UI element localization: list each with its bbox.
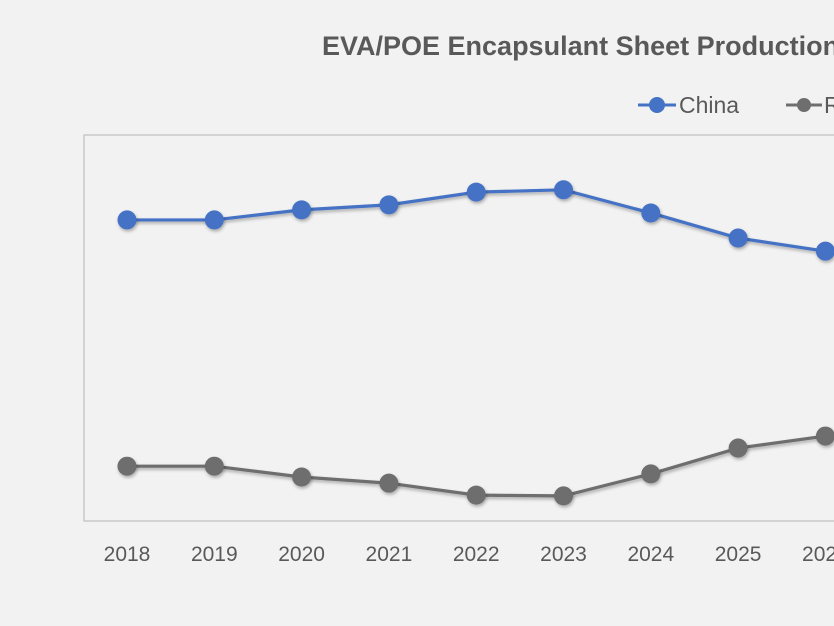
data-point-r-2019[interactable] bbox=[204, 456, 224, 476]
x-tick-label: 2020 bbox=[278, 543, 325, 566]
x-tick-label: 2026 bbox=[802, 543, 834, 566]
data-point-china-2021[interactable] bbox=[379, 195, 399, 215]
data-point-r-2022[interactable] bbox=[466, 485, 486, 505]
data-point-china-2019[interactable] bbox=[204, 210, 224, 230]
data-point-r-2023[interactable] bbox=[554, 486, 573, 506]
legend-marker-china bbox=[649, 97, 665, 113]
plot-area bbox=[83, 134, 834, 522]
x-tick-label: 2021 bbox=[366, 543, 413, 566]
x-tick-label: 2025 bbox=[715, 543, 762, 566]
chart-title: EVA/POE Encapsulant Sheet Production bbox=[322, 31, 834, 61]
data-point-china-2026[interactable] bbox=[815, 241, 834, 261]
x-tick-label: 2019 bbox=[191, 543, 238, 566]
series-china bbox=[117, 180, 834, 261]
data-point-r-2018[interactable] bbox=[117, 456, 137, 476]
legend: China R bbox=[638, 92, 834, 118]
legend-marker-r bbox=[797, 98, 811, 112]
data-point-china-2018[interactable] bbox=[117, 210, 137, 230]
legend-item-china[interactable]: China bbox=[638, 92, 739, 118]
data-point-china-2023[interactable] bbox=[554, 180, 573, 200]
legend-label-china: China bbox=[679, 92, 739, 118]
data-point-r-2025[interactable] bbox=[728, 438, 748, 458]
x-tick-label: 2024 bbox=[627, 543, 674, 566]
x-tick-label: 2018 bbox=[104, 543, 151, 566]
data-point-china-2025[interactable] bbox=[728, 228, 748, 248]
data-point-r-2026[interactable] bbox=[815, 426, 834, 446]
data-point-china-2020[interactable] bbox=[292, 200, 312, 220]
series-r bbox=[117, 426, 834, 506]
legend-label-r: R bbox=[824, 92, 834, 118]
x-tick-label: 2022 bbox=[453, 543, 500, 566]
data-point-r-2020[interactable] bbox=[292, 467, 312, 487]
x-tick-label: 2023 bbox=[540, 543, 587, 566]
data-point-r-2021[interactable] bbox=[379, 473, 399, 493]
data-point-china-2022[interactable] bbox=[466, 182, 486, 202]
data-point-china-2024[interactable] bbox=[641, 203, 661, 223]
legend-item-r[interactable]: R bbox=[786, 92, 834, 118]
data-point-r-2024[interactable] bbox=[641, 464, 661, 484]
